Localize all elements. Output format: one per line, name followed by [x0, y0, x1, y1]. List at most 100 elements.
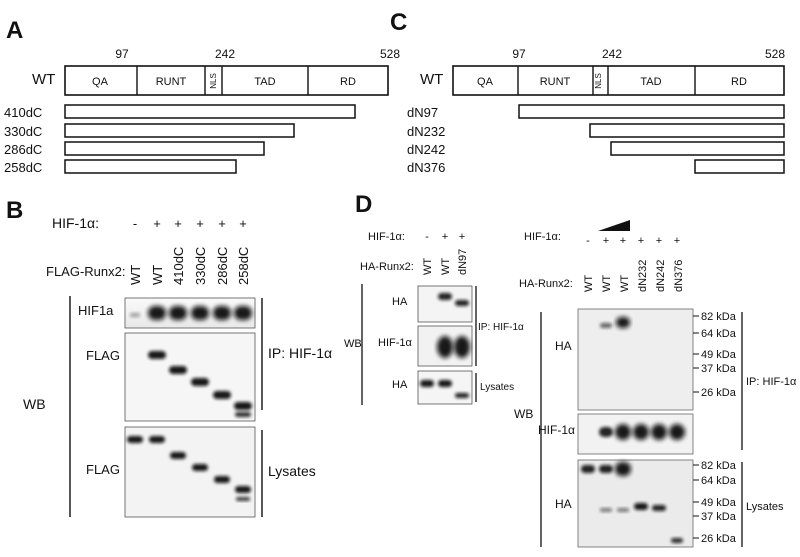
blot-band: [581, 465, 595, 473]
panel-b-bands: [127, 306, 252, 501]
blot-band: [213, 306, 231, 320]
panel-a-domain-tad: TAD: [254, 76, 275, 88]
blot-band: [454, 336, 470, 358]
panel-b-hif-sign: +: [239, 216, 247, 231]
blot-band: [455, 393, 469, 398]
blot-band: [669, 424, 685, 440]
panel-c-domain-nls: NLS: [594, 73, 603, 89]
panel-d-right-hif-sign: +: [620, 235, 626, 247]
panel-d-right-hif-sign: +: [674, 235, 680, 247]
panel-a-construct-label: 258dC: [4, 160, 42, 175]
blot-band: [651, 424, 667, 440]
panel-d-right-row-ha-lysate: HA: [555, 497, 572, 511]
panel-d-right-lane-label: dN232: [637, 260, 649, 292]
panel-b-wb-label: WB: [23, 396, 46, 412]
panel-c-construct-label: dN376: [407, 160, 445, 175]
blot-band: [148, 351, 166, 359]
panel-c-wt-bar: [452, 65, 785, 96]
panel-d-right-lane-label: WT: [583, 275, 595, 292]
panel-d-right-lane-label: dN242: [655, 260, 667, 292]
marker-label: 82 kDa: [701, 460, 737, 472]
blot-band: [236, 497, 250, 501]
panel-c-construct-bar: [518, 104, 785, 119]
panel-d-right-markers-top: 82 kDa 64 kDa 49 kDa 37 kDa 26 kDa: [693, 311, 737, 399]
panel-b-lane-label: WT: [150, 265, 165, 285]
marker-label: 26 kDa: [701, 533, 737, 545]
panel-d-right-hif-label: HIF-1α:: [524, 231, 561, 243]
panel-d: D HIF-1α: - + + HA-Runx2: WT WT dN97 WB …: [344, 191, 797, 548]
panel-a-scale-242: 242: [215, 47, 235, 61]
panel-d-left-lane-label: WT: [422, 258, 434, 275]
panel-b-lane-label: 410dC: [171, 247, 186, 285]
panel-b-hif-sign: -: [133, 216, 137, 231]
blot-band: [438, 293, 452, 300]
blot-band: [633, 424, 649, 440]
panel-a-domain-rd: RD: [340, 76, 356, 88]
panel-d-left-hif-sign: +: [442, 231, 448, 243]
panel-d-right-ha-label: HA-Runx2:: [519, 278, 573, 290]
blot-band: [148, 306, 166, 320]
panel-b-lane-label: 330dC: [193, 247, 208, 285]
blot-band: [671, 538, 683, 543]
panel-d-right-bands: [581, 317, 685, 543]
panel-c-domain-rd: RD: [731, 76, 747, 88]
blot-band: [615, 462, 631, 476]
panel-b-lysates-label: Lysates: [268, 463, 316, 479]
panel-b-hif-sign: +: [196, 216, 204, 231]
panel-d-right-hif-sign: -: [586, 235, 590, 247]
panel-a-wt-bar: [64, 65, 389, 96]
panel-d-right-lane-label: dN376: [673, 260, 685, 292]
panel-a-construct-bar: [64, 159, 237, 174]
panel-c-construct-label: dN242: [407, 142, 445, 157]
blot-band: [438, 380, 452, 387]
panel-d-left-lane-label: dN97: [457, 249, 469, 275]
panel-a-construct-label: 330dC: [4, 124, 42, 139]
blot-band: [615, 424, 631, 440]
panel-d-left-lysates-label: Lysates: [480, 382, 514, 393]
marker-label: 37 kDa: [701, 363, 737, 375]
panel-c-domain-tad: TAD: [640, 76, 661, 88]
marker-label: 64 kDa: [701, 328, 737, 340]
panel-b-lane-label: WT: [128, 265, 143, 285]
panel-b-row-flag-lysate: FLAG: [86, 462, 120, 477]
panel-a-scale-97: 97: [115, 47, 129, 61]
blot-band: [234, 402, 252, 410]
panel-b-hif-sign: +: [153, 216, 161, 231]
panel-d-right-row-ha: HA: [555, 339, 572, 353]
blot-band: [235, 486, 251, 493]
panel-b: B HIF-1α: - + + + + + FLAG-Runx2: WT WT …: [6, 197, 332, 518]
panel-a-scale-528: 528: [380, 47, 400, 61]
blot-band: [191, 378, 209, 386]
blot-band: [455, 300, 469, 306]
panel-c-construct-label: dN97: [407, 105, 438, 120]
marker-label: 26 kDa: [701, 387, 737, 399]
blot-band: [617, 508, 629, 512]
panel-b-hif-label: HIF-1α:: [52, 215, 99, 231]
panel-d-right-blot-ha: [577, 308, 694, 411]
panel-d-left-row-hif: HIF-1α: [378, 337, 413, 349]
panel-b-ip-label: IP: HIF-1α: [268, 345, 332, 361]
panel-d-right-lysates-label: Lysates: [746, 501, 784, 513]
panel-c: C 97 242 528 WT QA RUNT NLS TAD RD dN97 …: [390, 9, 785, 175]
blot-band: [600, 508, 612, 512]
blot-band: [213, 391, 231, 399]
blot-band: [192, 464, 208, 471]
panel-c-domain-qa: QA: [477, 76, 494, 88]
panel-d-left-hif-sign: +: [459, 231, 465, 243]
panel-a-construct-label: 286dC: [4, 142, 42, 157]
panel-b-row-flag: FLAG: [86, 348, 120, 363]
panel-d-left-hif-sign: -: [425, 231, 429, 243]
panel-c-scale-528: 528: [765, 47, 785, 61]
panel-b-lane-label: 286dC: [215, 247, 230, 285]
panel-d-left-blot-ha-lysate: [417, 370, 473, 405]
panel-b-flag-label: FLAG-Runx2:: [46, 264, 125, 279]
blot-band: [127, 436, 143, 443]
panel-d-right-hif-sign: +: [656, 235, 662, 247]
panel-b-row-hif1a: HIF1a: [78, 303, 114, 318]
panel-d-right-markers-bottom: 82 kDa 64 kDa 49 kDa 37 kDa 26 kDa: [693, 460, 737, 545]
panel-d-right-lane-label: WT: [619, 275, 631, 292]
blot-band: [235, 412, 251, 417]
panel-a-letter: A: [6, 17, 23, 44]
panel-d-right-wb-label: WB: [514, 407, 533, 421]
